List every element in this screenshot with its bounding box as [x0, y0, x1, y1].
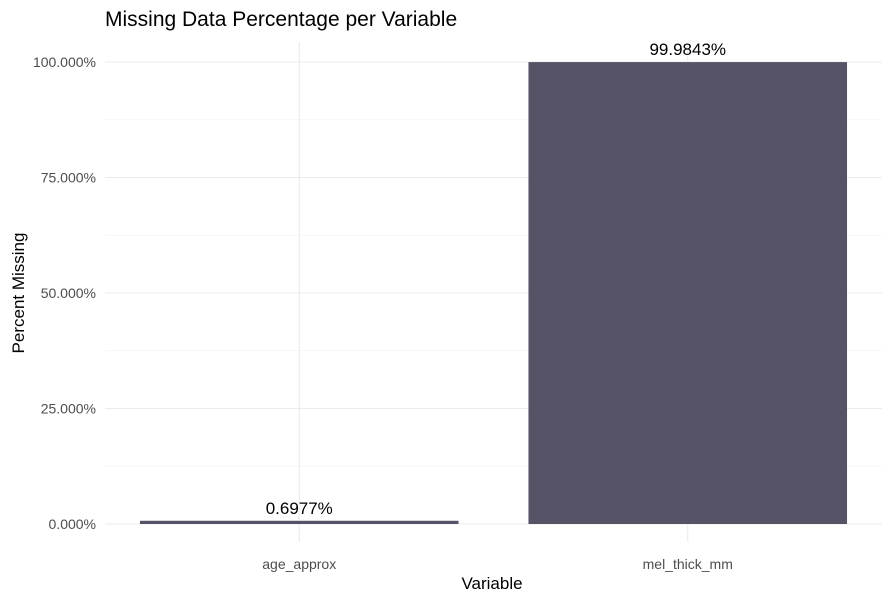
- y-tick-label: 100.000%: [33, 54, 96, 70]
- x-tick-label: mel_thick_mm: [643, 556, 733, 572]
- y-tick-label: 75.000%: [41, 170, 96, 186]
- bar-age-approx: [139, 520, 459, 524]
- bars: [139, 62, 848, 524]
- data-labels: 0.6977% 99.9843%: [266, 40, 726, 518]
- y-tick-label: 25.000%: [41, 401, 96, 417]
- bar-mel-thick-mm: [528, 62, 848, 524]
- y-tick-label: 0.000%: [49, 516, 96, 532]
- x-axis-ticks: age_approx mel_thick_mm: [262, 556, 733, 572]
- x-axis-title: Variable: [461, 574, 522, 593]
- y-axis-title: Percent Missing: [9, 233, 28, 354]
- data-label: 99.9843%: [649, 40, 726, 59]
- data-label: 0.6977%: [266, 499, 333, 518]
- x-tick-label: age_approx: [262, 556, 336, 572]
- y-tick-label: 50.000%: [41, 285, 96, 301]
- chart-title: Missing Data Percentage per Variable: [105, 8, 457, 31]
- y-axis-ticks: 0.000% 25.000% 50.000% 75.000% 100.000%: [33, 54, 96, 532]
